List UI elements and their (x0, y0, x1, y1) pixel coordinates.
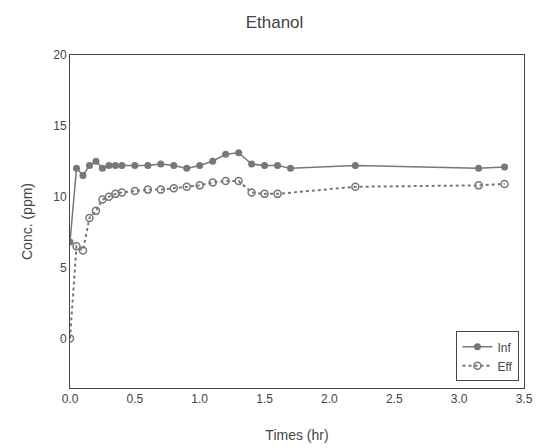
svg-text:Times (hr): Times (hr) (265, 427, 328, 443)
svg-text:3.5: 3.5 (516, 392, 533, 406)
svg-text:5: 5 (60, 261, 67, 275)
svg-text:3.0: 3.0 (451, 392, 468, 406)
svg-text:0.0: 0.0 (62, 392, 79, 406)
svg-text:Ethanol: Ethanol (246, 13, 304, 32)
svg-text:1.0: 1.0 (191, 392, 208, 406)
svg-text:Inf: Inf (497, 341, 511, 355)
svg-text:2.0: 2.0 (321, 392, 338, 406)
svg-text:10: 10 (53, 190, 67, 204)
svg-text:Conc. (ppm): Conc. (ppm) (19, 183, 35, 260)
svg-text:2.5: 2.5 (386, 392, 403, 406)
svg-text:Eff: Eff (497, 360, 512, 374)
svg-text:1.5: 1.5 (256, 392, 273, 406)
svg-text:20: 20 (53, 48, 67, 62)
svg-text:0.5: 0.5 (127, 392, 144, 406)
svg-text:15: 15 (53, 119, 67, 133)
svg-text:0: 0 (60, 332, 67, 346)
